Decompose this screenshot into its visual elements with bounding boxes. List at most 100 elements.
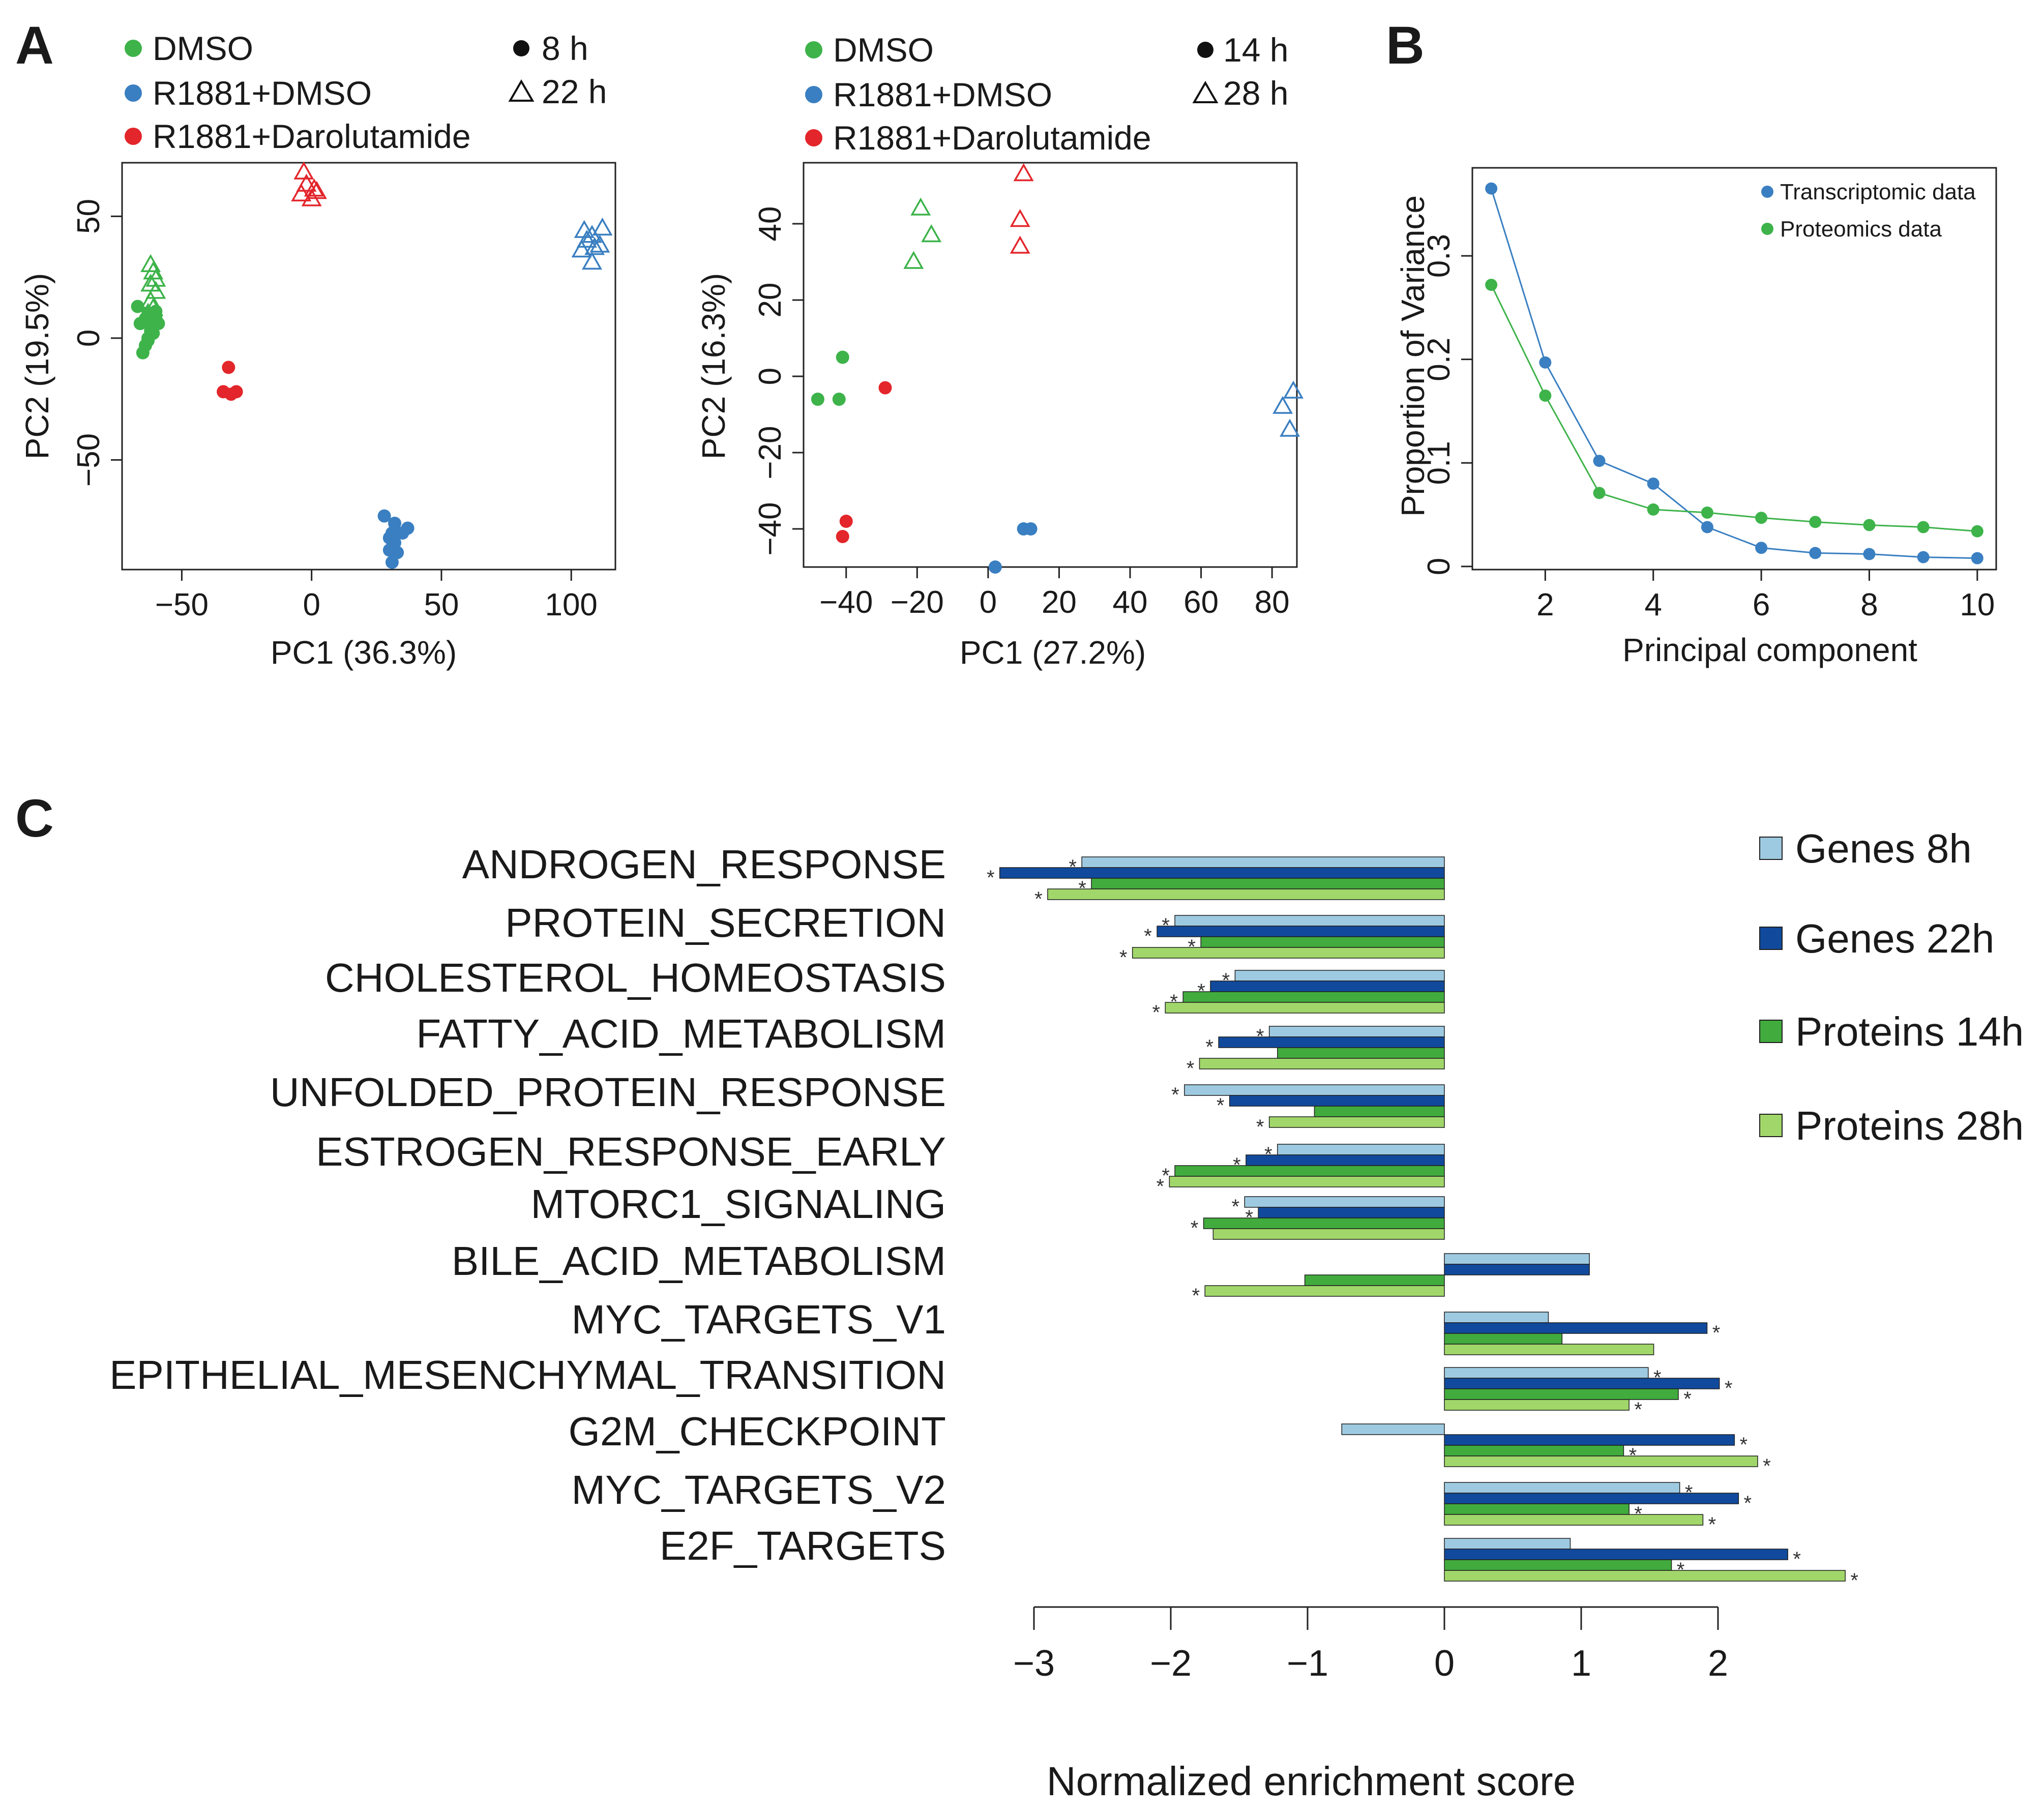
a1-point <box>576 229 597 248</box>
a2-point <box>1280 419 1300 437</box>
a2-x-axis: −40 −20 0 20 40 60 80 <box>819 567 1290 620</box>
c-bar <box>1444 1570 1846 1582</box>
b-point <box>1539 356 1552 369</box>
b-legend-dot-transcriptomic <box>1761 186 1773 198</box>
a2-point <box>836 530 849 543</box>
c-bar <box>1444 1538 1571 1550</box>
c-category-label: MYC_TARGETS_V2 <box>572 1467 946 1512</box>
a1-y-tick-label: 50 <box>71 199 106 234</box>
c-bar <box>1277 1047 1445 1059</box>
c-significance-star: * <box>1685 1481 1693 1504</box>
b-point <box>1701 521 1713 533</box>
a2-legend-dmso: DMSO <box>833 31 934 69</box>
b-legend-transcriptomic: Transcriptomic data <box>1780 180 1976 204</box>
c-significance-star: * <box>1170 991 1178 1013</box>
panel-letter-a: A <box>15 16 54 75</box>
c-significance-star: * <box>1245 1206 1253 1229</box>
c-legend-label: Genes 8h <box>1795 826 1972 871</box>
a2-point <box>1272 396 1293 414</box>
b-point <box>1485 182 1498 195</box>
b-point <box>1917 521 1930 533</box>
b-point <box>1701 507 1713 519</box>
a1-point <box>306 181 327 199</box>
c-legend-label: Genes 22h <box>1795 916 1994 961</box>
a2-plot-frame <box>803 162 1298 568</box>
c-x-tick-label: 1 <box>1571 1643 1591 1684</box>
a2-y-tick-label: 20 <box>753 283 788 318</box>
a2-point <box>836 350 849 364</box>
a2-point <box>1013 163 1034 182</box>
c-bar <box>1304 1274 1445 1286</box>
a2-points <box>811 163 1304 574</box>
c-bar <box>1277 1144 1445 1155</box>
a2-legend-time1: 14 h <box>1223 31 1288 69</box>
a2-legend-r1881-dmso: R1881+DMSO <box>833 76 1052 113</box>
c-bar <box>1203 1217 1445 1229</box>
c-significance-star: * <box>1763 1455 1771 1477</box>
a1-point <box>391 546 404 559</box>
c-bar <box>1229 1095 1445 1107</box>
a1-point <box>291 183 312 202</box>
c-bar <box>1174 1165 1445 1177</box>
a1-point <box>293 161 314 180</box>
a2-y-tick-label: 0 <box>753 368 788 385</box>
b-y-tick-label: 0.2 <box>1421 338 1457 381</box>
a2-y-tick-label: 40 <box>753 206 788 242</box>
b-x-tick-label: 10 <box>1960 587 1995 622</box>
c-significance-star: * <box>1739 1434 1747 1456</box>
a2-point <box>921 224 942 243</box>
panel-letter-b: B <box>1386 16 1425 75</box>
a1-point <box>589 234 610 253</box>
c-significance-star: * <box>1157 1175 1165 1198</box>
panel-letter-c: C <box>15 789 54 848</box>
c-category-label: BILE_ACID_METABOLISM <box>452 1238 946 1284</box>
c-x-tick-label: −3 <box>1013 1643 1055 1684</box>
c-bar <box>1212 1228 1445 1240</box>
chart-b: 2 4 6 8 10 0 0.1 0.2 0.3 Transcriptomic data Pr… <box>1395 167 1997 668</box>
c-bar <box>1444 1333 1563 1345</box>
b-plot-frame <box>1471 167 1997 571</box>
a1-point <box>141 334 155 347</box>
c-significance-star: * <box>1162 1165 1170 1187</box>
c-category-label: PROTEIN_SECRETION <box>505 900 946 945</box>
a2-point <box>1010 235 1030 254</box>
c-category-label: G2M_CHECKPOINT <box>569 1409 946 1454</box>
c-bar <box>1258 1207 1445 1218</box>
c-legend: Genes 8h Genes 22h Proteins 14h Proteins 28… <box>1759 826 2024 1148</box>
c-x-tick-label: −1 <box>1287 1643 1328 1684</box>
a1-point <box>131 300 144 313</box>
c-significance-star: * <box>1205 1036 1213 1058</box>
a1-legend-dot-r1881-dmso <box>125 84 142 102</box>
c-category-label: MYC_TARGETS_V1 <box>572 1297 946 1342</box>
c-bar <box>1047 888 1445 900</box>
a1-point <box>582 251 603 270</box>
b-point <box>1485 279 1498 291</box>
c-category-labels: ANDROGEN_RESPONSE PROTEIN_SECRETION CHOLES… <box>109 842 946 1568</box>
a1-x-tick-label: 0 <box>303 587 320 622</box>
a2-legend-dot-r1881-dmso <box>805 86 822 103</box>
c-category-label: CHOLESTEROL_HOMEOSTASIS <box>325 955 946 1000</box>
c-bar <box>1444 1503 1630 1515</box>
c-significance-star: * <box>1793 1548 1801 1570</box>
c-bar <box>1444 1549 1788 1560</box>
c-bar <box>1132 947 1445 959</box>
b-point <box>1971 525 1983 538</box>
c-category-label: MTORC1_SIGNALING <box>531 1181 946 1227</box>
a1-x-tick-label: 50 <box>424 587 459 622</box>
b-point <box>1647 503 1660 516</box>
c-x-axis-label: Normalized enrichment score <box>1047 1759 1576 1804</box>
c-significance-star: * <box>1634 1503 1642 1525</box>
a2-x-tick-label: 20 <box>1042 585 1077 620</box>
c-significance-star: * <box>1677 1559 1685 1581</box>
a2-legend-time2: 28 h <box>1223 74 1288 112</box>
a1-point <box>229 385 243 399</box>
c-bar <box>1200 936 1445 948</box>
c-category-label: ANDROGEN_RESPONSE <box>462 842 946 887</box>
a2-point <box>839 515 853 528</box>
a2-point <box>811 393 824 406</box>
c-bar <box>1165 1002 1445 1014</box>
b-point <box>1647 478 1660 490</box>
b-point <box>1755 512 1768 524</box>
c-category-label: UNFOLDED_PROTEIN_RESPONSE <box>270 1069 946 1115</box>
c-bar <box>1444 1399 1630 1411</box>
